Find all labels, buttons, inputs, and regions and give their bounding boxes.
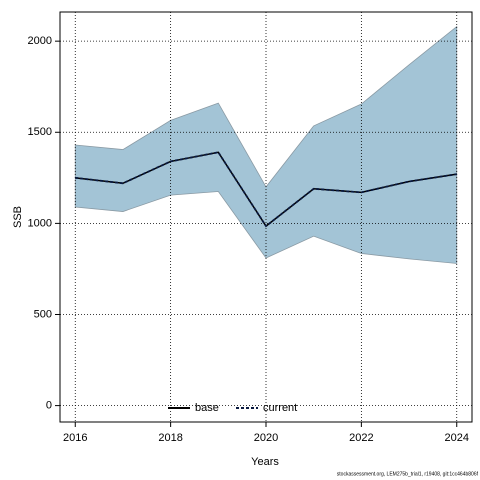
confidence-band [74, 25, 458, 264]
legend-label: base [195, 402, 219, 414]
footnote: stockassessment.org, LEM275b_trial1, r19… [337, 471, 479, 477]
y-axis-label: SSB [12, 206, 24, 228]
y-tick-label: 2000 [28, 35, 52, 47]
x-axis-label: Years [251, 456, 279, 468]
x-tick-label: 2022 [349, 432, 373, 444]
y-tick-label: 1500 [28, 126, 52, 138]
x-tick-label: 2018 [158, 432, 182, 444]
x-tick-label: 2016 [63, 432, 87, 444]
legend-label: current [263, 402, 297, 414]
y-tick-label: 0 [46, 400, 52, 412]
series-line [75, 151, 457, 228]
y-tick-label: 500 [34, 308, 52, 320]
x-tick-label: 2024 [444, 432, 468, 444]
x-tick-label: 2020 [254, 432, 278, 444]
y-tick-label: 1000 [28, 217, 52, 229]
plot-frame [59, 11, 473, 423]
